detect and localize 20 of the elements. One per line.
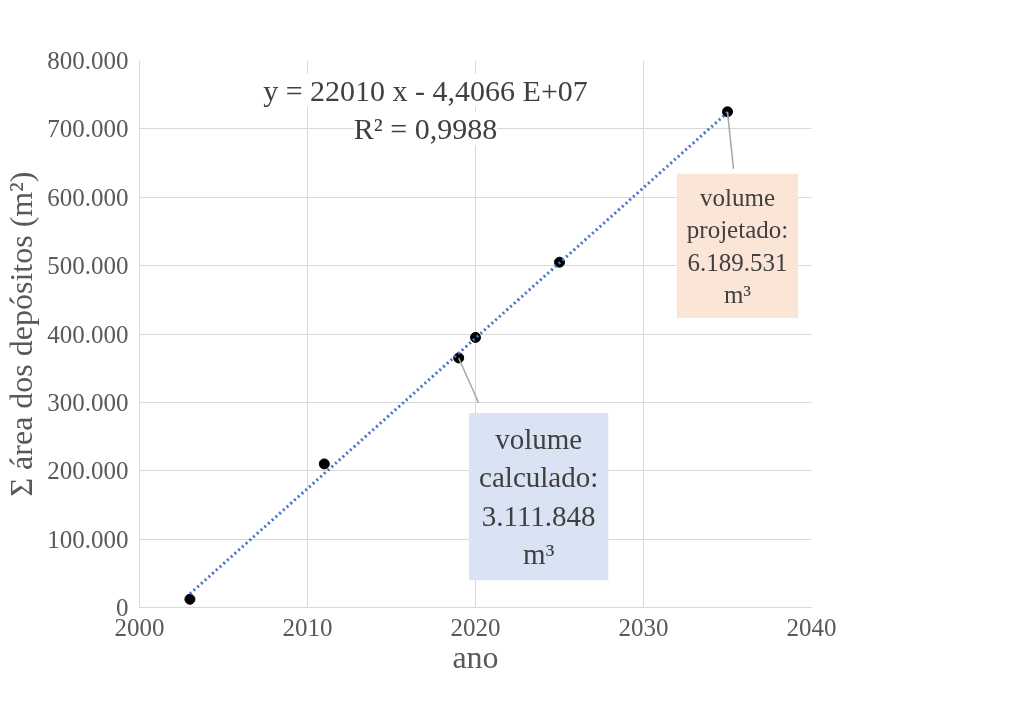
- x-tick-label: 2020: [450, 613, 501, 641]
- y-tick-label: 800.000: [47, 47, 129, 74]
- annotation: volume projetado: 6.189.531 m³: [686, 183, 789, 308]
- y-tick-label: 700.000: [47, 115, 129, 143]
- x-axis-title: ano: [452, 638, 499, 675]
- y-axis-title: Σ área dos depósitos (m²): [3, 171, 40, 497]
- point: [318, 458, 330, 470]
- y-tick-label: 400.000: [47, 320, 129, 348]
- y-tick-label: 500.000: [47, 252, 129, 280]
- x-tick-label: 2040: [786, 613, 837, 641]
- y-tick-label: 100.000: [47, 525, 129, 553]
- annotation: volume calculado: 3.111.848 m³: [479, 422, 599, 571]
- x-tick-label: 2030: [618, 613, 669, 641]
- y-tick-label: 600.000: [47, 183, 129, 211]
- annotation: R² = 0,9988: [353, 112, 498, 145]
- y-tick-label: 300.000: [47, 388, 129, 416]
- point: [184, 593, 196, 605]
- y-tick-label: 200.000: [47, 457, 129, 485]
- annotation: y = 22010 x - 4,4066 E+07: [263, 74, 588, 107]
- x-tick-label: 2010: [282, 613, 333, 641]
